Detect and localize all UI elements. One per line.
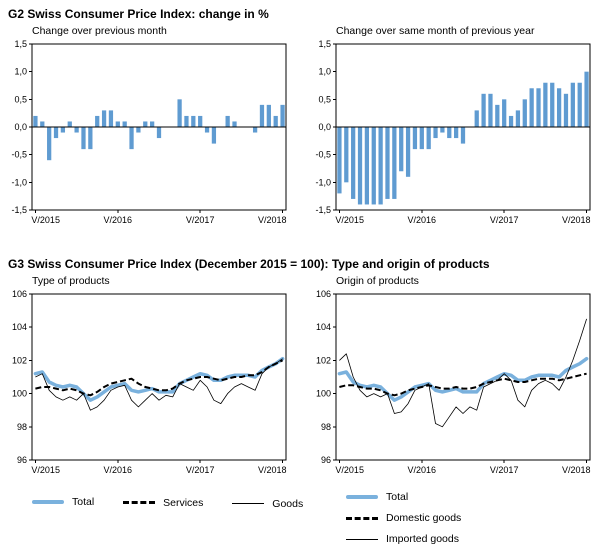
chart-subtitle-origin-of-products: Origin of products xyxy=(336,275,419,287)
svg-text:V/2016: V/2016 xyxy=(408,465,437,475)
svg-text:V/2015: V/2015 xyxy=(31,465,60,475)
svg-text:V/2017: V/2017 xyxy=(490,215,519,225)
legend-origin-of-products: Total Domestic goods Imported goods xyxy=(346,491,461,552)
figure-g2-title: G2 Swiss Consumer Price Index: change in… xyxy=(8,7,269,21)
svg-text:V/2018: V/2018 xyxy=(562,465,591,475)
svg-text:98: 98 xyxy=(321,422,331,432)
svg-text:98: 98 xyxy=(17,422,27,432)
svg-text:96: 96 xyxy=(17,455,27,465)
chart-subtitle-same-month-prev-year: Change over same month of previous year xyxy=(336,25,535,37)
bar-chart-change-prev-month: 1,5 1,0 0,5 0,0 -0,5 -1,0 -1,5 V/2015 V/2016 V/20… xyxy=(11,39,287,225)
svg-text:V/2016: V/2016 xyxy=(104,215,133,225)
goods-line-swatch-icon xyxy=(232,503,265,504)
svg-text:104: 104 xyxy=(316,322,331,332)
chart-change-prev-month: Change over previous month 1,5 1,0 0,5 0,0 -… xyxy=(4,25,294,226)
svg-text:0,5: 0,5 xyxy=(14,94,27,104)
svg-text:102: 102 xyxy=(316,355,331,365)
svg-text:0,0: 0,0 xyxy=(14,122,27,132)
svg-text:V/2017: V/2017 xyxy=(490,465,519,475)
line-chart-origin-of-products: 106 104 102 100 98 96 V/2015 V/2016 V/2017 V/2018 xyxy=(316,289,591,475)
svg-text:-1,0: -1,0 xyxy=(11,177,27,187)
svg-text:V/2015: V/2015 xyxy=(335,215,364,225)
svg-text:106: 106 xyxy=(12,289,27,299)
legend-label-services: Services xyxy=(163,496,204,509)
legend-type-of-products: Total Services Goods xyxy=(32,495,329,510)
legend-label-imported-goods: Imported goods xyxy=(386,533,459,545)
svg-text:104: 104 xyxy=(12,322,27,332)
svg-text:V/2016: V/2016 xyxy=(104,465,133,475)
svg-text:V/2017: V/2017 xyxy=(186,215,215,225)
chart-origin-of-products: Origin of products 106 104 102 100 98 96 V/201… xyxy=(308,275,598,476)
legend-label-total-origin: Total xyxy=(386,491,409,503)
svg-text:V/2018: V/2018 xyxy=(258,215,287,225)
svg-text:96: 96 xyxy=(321,455,331,465)
chart-subtitle-prev-month: Change over previous month xyxy=(32,25,167,37)
figure-g3-title: G3 Swiss Consumer Price Index (December … xyxy=(8,257,490,271)
chart-subtitle-type-of-products: Type of products xyxy=(32,275,110,287)
legend-item-imported-goods: Imported goods xyxy=(346,533,461,545)
legend-item-total-origin: Total xyxy=(346,491,461,503)
svg-text:100: 100 xyxy=(12,389,27,399)
svg-text:-1,0: -1,0 xyxy=(315,177,331,187)
legend-item-goods: Goods xyxy=(232,498,303,510)
svg-text:0,0: 0,0 xyxy=(318,122,331,132)
svg-text:-1,5: -1,5 xyxy=(315,205,331,215)
legend-item-total: Total xyxy=(32,496,94,508)
svg-text:V/2015: V/2015 xyxy=(31,215,60,225)
svg-text:1,5: 1,5 xyxy=(14,39,27,49)
services-line-swatch-icon xyxy=(123,501,156,504)
chart-type-of-products: Type of products 106 104 102 100 98 96 V/2015 V… xyxy=(4,275,294,476)
chart-change-same-month-prev-year: Change over same month of previous year … xyxy=(308,25,598,226)
svg-text:1,0: 1,0 xyxy=(318,67,331,77)
svg-text:-0,5: -0,5 xyxy=(11,150,27,160)
total-line-swatch-icon xyxy=(346,495,378,499)
svg-text:V/2017: V/2017 xyxy=(186,465,215,475)
svg-text:106: 106 xyxy=(316,289,331,299)
domestic-goods-line-swatch-icon xyxy=(346,516,378,520)
svg-text:V/2018: V/2018 xyxy=(562,215,591,225)
svg-text:0,5: 0,5 xyxy=(318,94,331,104)
legend-label-domestic-goods: Domestic goods xyxy=(386,512,462,524)
legend-label-goods: Goods xyxy=(272,497,304,510)
svg-text:V/2018: V/2018 xyxy=(258,465,287,475)
line-chart-type-of-products: 106 104 102 100 98 96 V/2015 V/2016 V/2017 V/2018 xyxy=(12,289,287,475)
svg-text:1,0: 1,0 xyxy=(14,67,27,77)
svg-text:100: 100 xyxy=(316,389,331,399)
svg-text:1,5: 1,5 xyxy=(318,39,331,49)
bar-chart-change-same-month-prev-year: 1,5 1,0 0,5 0,0 -0,5 -1,0 -1,5 V/2015 V/2016 V/20… xyxy=(315,39,591,225)
legend-item-domestic-goods: Domestic goods xyxy=(346,512,461,524)
svg-text:-1,5: -1,5 xyxy=(11,205,27,215)
legend-label-total: Total xyxy=(72,496,95,508)
svg-text:V/2016: V/2016 xyxy=(408,215,437,225)
svg-text:V/2015: V/2015 xyxy=(335,465,364,475)
svg-text:-0,5: -0,5 xyxy=(315,150,331,160)
total-line-swatch-icon xyxy=(32,500,64,504)
imported-goods-line-swatch-icon xyxy=(346,538,378,540)
legend-item-services: Services xyxy=(123,497,203,509)
svg-text:102: 102 xyxy=(12,355,27,365)
